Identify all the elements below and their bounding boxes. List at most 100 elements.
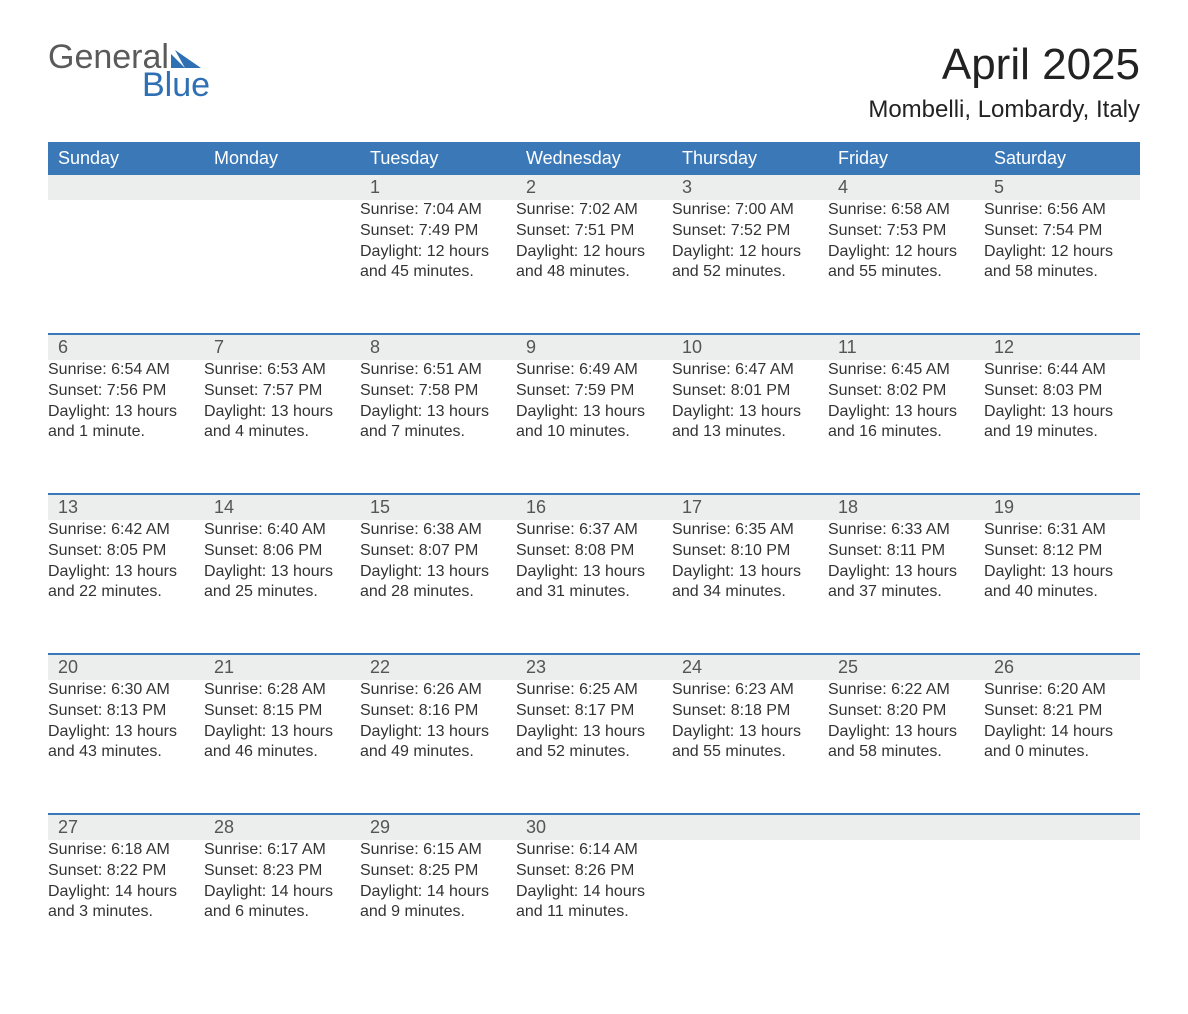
daylight-line: Daylight: 12 hours and 55 minutes.	[828, 242, 984, 284]
sunset-line: Sunset: 8:01 PM	[672, 381, 828, 402]
day-cell: Sunrise: 6:33 AMSunset: 8:11 PMDaylight:…	[828, 520, 984, 654]
daylight-line: Daylight: 13 hours and 4 minutes.	[204, 402, 360, 444]
flag-icon	[171, 48, 201, 68]
daylight-line: Daylight: 14 hours and 0 minutes.	[984, 722, 1140, 764]
day-number: 10	[672, 334, 828, 360]
day-cell: Sunrise: 6:54 AMSunset: 7:56 PMDaylight:…	[48, 360, 204, 494]
day-cell: Sunrise: 6:58 AMSunset: 7:53 PMDaylight:…	[828, 200, 984, 334]
sunrise-line: Sunrise: 6:23 AM	[672, 680, 828, 701]
day-number: 8	[360, 334, 516, 360]
sunrise-line: Sunrise: 6:18 AM	[48, 840, 204, 861]
sunset-line: Sunset: 8:11 PM	[828, 541, 984, 562]
sunrise-line: Sunrise: 6:51 AM	[360, 360, 516, 381]
daylight-line: Daylight: 13 hours and 49 minutes.	[360, 722, 516, 764]
day-cell: Sunrise: 6:37 AMSunset: 8:08 PMDaylight:…	[516, 520, 672, 654]
day-cell: Sunrise: 6:22 AMSunset: 8:20 PMDaylight:…	[828, 680, 984, 814]
month-title: April 2025	[868, 40, 1140, 90]
weekday-header: Wednesday	[516, 142, 672, 175]
sunset-line: Sunset: 8:20 PM	[828, 701, 984, 722]
day-number: 14	[204, 494, 360, 520]
sunrise-line: Sunrise: 6:28 AM	[204, 680, 360, 701]
daylight-line: Daylight: 13 hours and 22 minutes.	[48, 562, 204, 604]
day-cell: Sunrise: 6:18 AMSunset: 8:22 PMDaylight:…	[48, 840, 204, 974]
sunrise-line: Sunrise: 6:20 AM	[984, 680, 1140, 701]
info-row: Sunrise: 7:04 AMSunset: 7:49 PMDaylight:…	[48, 200, 1140, 334]
day-number: 20	[48, 654, 204, 680]
sunrise-line: Sunrise: 6:56 AM	[984, 200, 1140, 221]
daynum-row: 20212223242526	[48, 654, 1140, 680]
day-cell: Sunrise: 6:35 AMSunset: 8:10 PMDaylight:…	[672, 520, 828, 654]
calendar-body: 12345Sunrise: 7:04 AMSunset: 7:49 PMDayl…	[48, 175, 1140, 974]
day-cell: Sunrise: 7:00 AMSunset: 7:52 PMDaylight:…	[672, 200, 828, 334]
day-number: 12	[984, 334, 1140, 360]
day-number: 6	[48, 334, 204, 360]
sunrise-line: Sunrise: 6:53 AM	[204, 360, 360, 381]
calendar-table: SundayMondayTuesdayWednesdayThursdayFrid…	[48, 142, 1140, 974]
day-number: 30	[516, 814, 672, 840]
sunset-line: Sunset: 8:13 PM	[48, 701, 204, 722]
header: General Blue April 2025 Mombelli, Lombar…	[48, 40, 1140, 124]
daylight-line: Daylight: 13 hours and 10 minutes.	[516, 402, 672, 444]
sunrise-line: Sunrise: 6:31 AM	[984, 520, 1140, 541]
day-number: 4	[828, 175, 984, 200]
day-number	[204, 175, 360, 200]
weekday-header: Sunday	[48, 142, 204, 175]
day-number: 5	[984, 175, 1140, 200]
daylight-line: Daylight: 14 hours and 9 minutes.	[360, 882, 516, 924]
day-cell: Sunrise: 6:49 AMSunset: 7:59 PMDaylight:…	[516, 360, 672, 494]
sunrise-line: Sunrise: 6:58 AM	[828, 200, 984, 221]
sunset-line: Sunset: 7:58 PM	[360, 381, 516, 402]
day-number: 13	[48, 494, 204, 520]
day-number: 9	[516, 334, 672, 360]
weekday-header: Saturday	[984, 142, 1140, 175]
weekday-header: Monday	[204, 142, 360, 175]
day-number: 16	[516, 494, 672, 520]
day-number: 7	[204, 334, 360, 360]
sunrise-line: Sunrise: 6:44 AM	[984, 360, 1140, 381]
info-row: Sunrise: 6:30 AMSunset: 8:13 PMDaylight:…	[48, 680, 1140, 814]
daylight-line: Daylight: 12 hours and 52 minutes.	[672, 242, 828, 284]
sunrise-line: Sunrise: 6:14 AM	[516, 840, 672, 861]
sunset-line: Sunset: 7:51 PM	[516, 221, 672, 242]
day-number: 29	[360, 814, 516, 840]
daylight-line: Daylight: 12 hours and 45 minutes.	[360, 242, 516, 284]
sunset-line: Sunset: 8:12 PM	[984, 541, 1140, 562]
sunrise-line: Sunrise: 6:26 AM	[360, 680, 516, 701]
daylight-line: Daylight: 14 hours and 11 minutes.	[516, 882, 672, 924]
day-number: 15	[360, 494, 516, 520]
day-cell: Sunrise: 6:14 AMSunset: 8:26 PMDaylight:…	[516, 840, 672, 974]
sunrise-line: Sunrise: 6:47 AM	[672, 360, 828, 381]
day-number: 26	[984, 654, 1140, 680]
sunset-line: Sunset: 7:53 PM	[828, 221, 984, 242]
day-number: 22	[360, 654, 516, 680]
daylight-line: Daylight: 13 hours and 46 minutes.	[204, 722, 360, 764]
sunset-line: Sunset: 8:25 PM	[360, 861, 516, 882]
daylight-line: Daylight: 14 hours and 6 minutes.	[204, 882, 360, 924]
day-number: 23	[516, 654, 672, 680]
daylight-line: Daylight: 13 hours and 19 minutes.	[984, 402, 1140, 444]
daylight-line: Daylight: 14 hours and 3 minutes.	[48, 882, 204, 924]
sunset-line: Sunset: 8:02 PM	[828, 381, 984, 402]
sunrise-line: Sunrise: 6:17 AM	[204, 840, 360, 861]
day-number: 19	[984, 494, 1140, 520]
day-cell: Sunrise: 6:45 AMSunset: 8:02 PMDaylight:…	[828, 360, 984, 494]
day-number: 28	[204, 814, 360, 840]
day-number: 27	[48, 814, 204, 840]
daynum-row: 27282930	[48, 814, 1140, 840]
day-number: 3	[672, 175, 828, 200]
daynum-row: 6789101112	[48, 334, 1140, 360]
daynum-row: 12345	[48, 175, 1140, 200]
day-cell: Sunrise: 6:51 AMSunset: 7:58 PMDaylight:…	[360, 360, 516, 494]
day-number	[672, 814, 828, 840]
sunrise-line: Sunrise: 6:25 AM	[516, 680, 672, 701]
sunrise-line: Sunrise: 6:54 AM	[48, 360, 204, 381]
sunset-line: Sunset: 8:22 PM	[48, 861, 204, 882]
daylight-line: Daylight: 13 hours and 52 minutes.	[516, 722, 672, 764]
sunset-line: Sunset: 8:05 PM	[48, 541, 204, 562]
day-number	[48, 175, 204, 200]
day-number: 18	[828, 494, 984, 520]
daylight-line: Daylight: 13 hours and 28 minutes.	[360, 562, 516, 604]
day-number: 11	[828, 334, 984, 360]
daylight-line: Daylight: 13 hours and 55 minutes.	[672, 722, 828, 764]
sunset-line: Sunset: 8:16 PM	[360, 701, 516, 722]
